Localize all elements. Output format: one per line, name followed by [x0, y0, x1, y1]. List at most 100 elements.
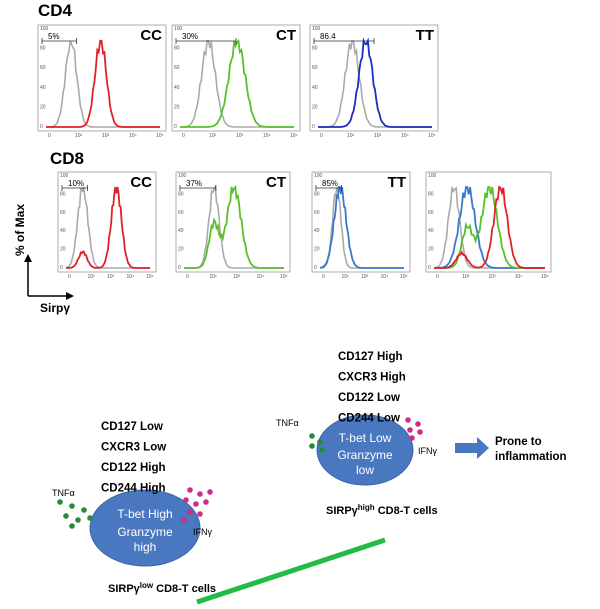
histogram-curve — [319, 186, 404, 269]
genotype-label: CT — [276, 27, 296, 44]
x-tick-label: 10³ — [236, 133, 244, 139]
outcome: inflammation — [495, 451, 567, 463]
cytokine-dot — [63, 513, 69, 519]
cell-text: Granzyme — [117, 525, 173, 539]
y-tick-label: 40 — [428, 228, 434, 234]
y-tick-label: 60 — [312, 65, 318, 71]
cd4-label: CD4 — [38, 1, 73, 20]
cell-text: T-bet High — [117, 507, 172, 521]
genotype-label: CC — [130, 174, 152, 191]
y-tick-label: 60 — [428, 210, 434, 216]
y-tick-label: 40 — [312, 85, 318, 91]
y-tick-label: 0 — [314, 265, 317, 271]
x-axis-label: Sirpγ — [40, 301, 70, 315]
caption: SIRPγlow CD8-T cells — [108, 581, 216, 595]
cytokine-dot — [81, 507, 87, 513]
x-tick-label: 10² — [88, 274, 96, 280]
genotype-label: TT — [416, 27, 434, 44]
cell-high — [316, 414, 414, 486]
y-tick-label: 80 — [174, 46, 180, 52]
y-arrow-head — [24, 254, 32, 262]
caption-rest: CD8-T cells — [156, 583, 216, 595]
x-tick-label: 10⁵ — [280, 274, 288, 280]
marker-label: CD122 Low — [338, 392, 400, 404]
x-tick-label: 0 — [186, 274, 189, 280]
y-tick-label: 100 — [314, 173, 323, 179]
cytokine-dot — [57, 499, 63, 505]
x-tick-label: 10⁵ — [156, 133, 164, 139]
x-tick-label: 10⁵ — [428, 133, 436, 139]
tnf-label: TNFα — [52, 488, 75, 498]
tnf-label: TNFα — [276, 418, 299, 428]
histogram-panel — [175, 171, 291, 273]
marker-label: CD244 Low — [338, 413, 400, 425]
y-tick-label: 0 — [312, 124, 315, 130]
green-line — [196, 537, 386, 605]
y-tick-label: 20 — [314, 247, 320, 253]
caption-rest: CD8-T cells — [378, 505, 438, 517]
caption: SIRPγhigh CD8-T cells — [326, 503, 438, 517]
y-tick-label: 20 — [40, 104, 46, 110]
x-tick-label: 10² — [462, 274, 470, 280]
x-tick-label: 0 — [182, 133, 185, 139]
y-tick-label: 20 — [60, 247, 66, 253]
genotype-label: CC — [140, 27, 162, 44]
y-tick-label: 100 — [178, 173, 187, 179]
y-tick-label: 0 — [40, 124, 43, 130]
y-axis-label: % of Max — [13, 204, 27, 256]
y-tick-label: 60 — [60, 210, 66, 216]
cell-text: T-bet Low — [339, 431, 392, 445]
x-tick-label: 0 — [68, 274, 71, 280]
cytokine-dot — [309, 433, 315, 439]
histogram-curve — [318, 37, 432, 128]
cytokine-dot — [197, 491, 203, 497]
outcome: Prone to — [495, 436, 542, 448]
x-tick-label: 10⁵ — [400, 274, 408, 280]
marker-label: CD244 High — [101, 483, 166, 495]
gate-label: 5% — [48, 32, 60, 41]
x-tick-label: 10⁵ — [290, 133, 298, 139]
y-tick-label: 60 — [178, 210, 184, 216]
cytokine-dot — [183, 497, 189, 503]
x-tick-label: 10⁴ — [401, 133, 409, 139]
x-tick-label: 10⁴ — [515, 274, 523, 280]
x-tick-label: 10⁴ — [257, 274, 265, 280]
y-tick-label: 20 — [428, 247, 434, 253]
ifn-label: IFNγ — [418, 446, 437, 456]
cytokine-dot — [69, 523, 75, 529]
y-tick-label: 60 — [314, 210, 320, 216]
y-tick-label: 20 — [312, 104, 318, 110]
cytokine-dot — [405, 417, 411, 423]
cytokine-dot — [417, 429, 423, 435]
cytokine-dot — [75, 517, 81, 523]
histogram-curve — [434, 185, 545, 269]
arrow — [455, 437, 489, 459]
cytokine-dot — [87, 515, 93, 521]
cytokine-dot — [187, 509, 193, 515]
y-tick-label: 60 — [174, 65, 180, 71]
x-tick-label: 10⁴ — [127, 274, 135, 280]
y-tick-label: 20 — [174, 104, 180, 110]
x-tick-label: 10³ — [102, 133, 110, 139]
cell-low — [89, 489, 201, 567]
y-tick-label: 60 — [40, 65, 46, 71]
cytokine-dot — [319, 447, 325, 453]
cytokine-dot — [187, 487, 193, 493]
caption-main: SIRPγ — [108, 583, 141, 595]
caption-sup: high — [358, 503, 375, 512]
y-tick-label: 80 — [314, 191, 320, 197]
y-tick-label: 40 — [178, 228, 184, 234]
x-tick-label: 10² — [342, 274, 350, 280]
x-tick-label: 10² — [210, 274, 218, 280]
y-tick-label: 100 — [312, 26, 321, 32]
cell-text: Granzyme — [337, 448, 393, 462]
cytokine-dot — [197, 511, 203, 517]
y-tick-label: 80 — [428, 191, 434, 197]
marker-label: CXCR3 High — [338, 372, 406, 384]
x-tick-label: 10³ — [374, 133, 382, 139]
genotype-label: CT — [266, 174, 286, 191]
cytokine-dot — [69, 503, 75, 509]
x-tick-label: 0 — [322, 274, 325, 280]
x-tick-label: 10³ — [361, 274, 369, 280]
y-tick-label: 80 — [40, 46, 46, 52]
